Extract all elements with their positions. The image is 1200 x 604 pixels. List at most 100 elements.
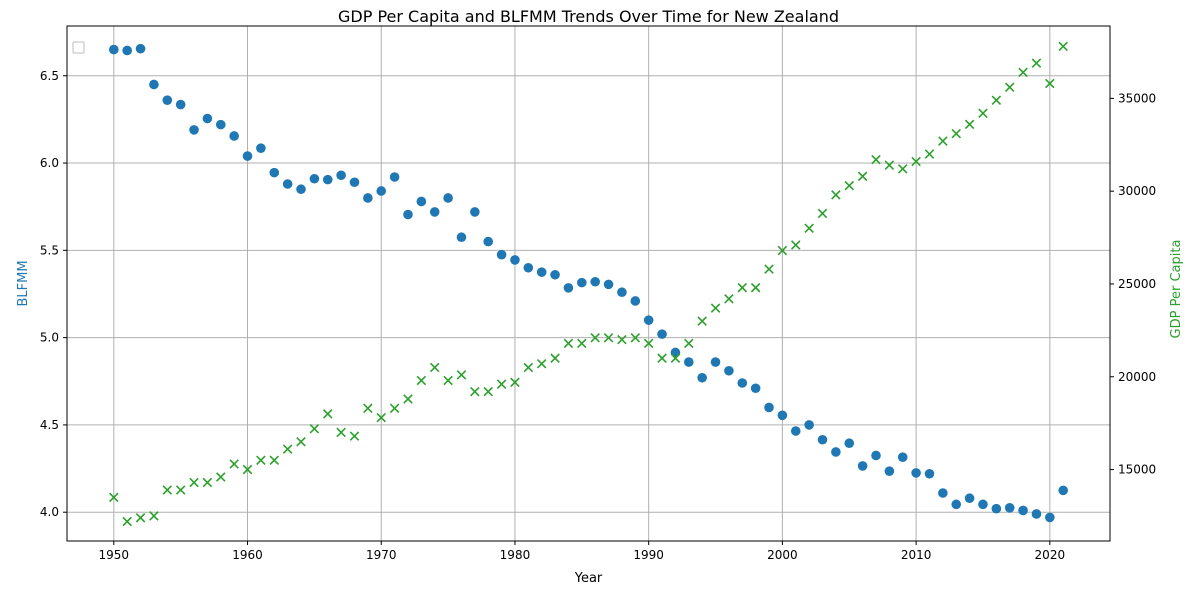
gdp-point	[296, 436, 306, 447]
blfmm-point	[577, 277, 587, 288]
gdp-point	[991, 95, 1002, 105]
gdp-point	[764, 264, 774, 274]
gdp-point-stroke	[643, 338, 654, 349]
gdp-point	[951, 128, 961, 139]
gdp-point	[871, 154, 881, 165]
x-tick-label: 1970	[366, 548, 397, 562]
x-tick-label: 1960	[232, 548, 263, 562]
blfmm-point	[429, 207, 440, 217]
gdp-point-stroke	[216, 472, 226, 482]
blfmm-point	[1045, 512, 1055, 523]
gdp-point-stroke	[389, 403, 400, 414]
chart-title: GDP Per Capita and BLFMM Trends Over Tim…	[338, 7, 839, 26]
blfmm-point	[510, 255, 520, 265]
gdp-point	[617, 334, 627, 345]
gdp-point-stroke	[322, 409, 333, 419]
gdp-point	[684, 338, 694, 349]
gdp-point	[523, 362, 534, 373]
blfmm-point	[349, 177, 360, 188]
gdp-point	[670, 353, 681, 363]
gdp-point	[162, 485, 173, 495]
blfmm-point	[496, 249, 507, 260]
blfmm-point	[483, 236, 494, 247]
y-left-tick-label: 4.0	[40, 505, 59, 519]
blfmm-point	[403, 209, 413, 220]
gdp-point	[737, 282, 748, 293]
blfmm-point	[764, 402, 774, 413]
gdp-point	[643, 338, 654, 349]
blfmm-point	[470, 207, 480, 217]
gdp-point	[175, 485, 186, 495]
blfmm-point	[603, 279, 614, 290]
gdp-point	[938, 136, 948, 146]
x-tick-label: 1990	[633, 548, 664, 562]
gdp-point	[884, 160, 895, 170]
gdp-point-stroke	[403, 394, 413, 404]
blfmm-point	[202, 113, 213, 124]
gdp-point-stroke	[697, 316, 707, 326]
y-axis-left-label: BLFMM	[16, 260, 31, 306]
x-tick-label: 1980	[500, 548, 531, 562]
gdp-point	[282, 444, 293, 454]
y-right-tick-label: 30000	[1118, 184, 1156, 198]
y-left-tick-label: 6.0	[40, 156, 59, 170]
gdp-point-stroke	[857, 171, 868, 182]
gdp-point-stroke	[483, 386, 493, 397]
gdp-point-stroke	[1045, 78, 1055, 89]
blfmm-point	[710, 357, 721, 367]
y-right-tick-label: 35000	[1118, 91, 1156, 105]
blfmm-point	[991, 503, 1002, 514]
gdp-point-stroke	[831, 190, 841, 200]
gdp-point-stroke	[470, 386, 480, 397]
gdp-point	[536, 359, 547, 369]
blfmm-point	[376, 186, 387, 196]
gdp-point	[964, 119, 975, 130]
blfmm-point	[857, 461, 868, 471]
blfmm-point	[416, 196, 427, 207]
gdp-point-stroke	[577, 338, 587, 349]
x-tick-label: 2020	[1035, 548, 1066, 562]
gdp-point	[577, 338, 587, 349]
gdp-point-stroke	[229, 459, 239, 469]
gdp-point-stroke	[135, 513, 146, 523]
blfmm-point	[683, 357, 694, 367]
gdp-point	[817, 208, 828, 219]
blfmm-point	[817, 434, 828, 445]
blfmm-point	[657, 329, 667, 339]
gdp-point-stroke	[550, 353, 560, 363]
gdp-point	[897, 164, 908, 174]
x-tick-label: 2010	[901, 548, 932, 562]
gdp-point-stroke	[724, 294, 734, 304]
gdp-point-stroke	[978, 108, 988, 118]
blfmm-point	[363, 193, 373, 203]
gdp-point	[309, 423, 320, 434]
gdp-point-stroke	[1058, 41, 1068, 52]
gdp-point-stroke	[737, 282, 748, 293]
blfmm-point	[109, 44, 119, 55]
blfmm-point	[911, 468, 921, 478]
gdp-point-stroke	[496, 379, 507, 389]
gdp-point	[256, 455, 266, 466]
gdp-point	[911, 156, 921, 167]
gdp-point-stroke	[1004, 82, 1015, 93]
blfmm-point	[831, 447, 841, 457]
blfmm-point	[389, 172, 400, 182]
gdp-point	[389, 403, 400, 414]
blfmm-point	[938, 488, 948, 498]
blfmm-point	[724, 365, 734, 376]
blfmm-point	[563, 283, 574, 293]
y-right-tick-label: 20000	[1118, 370, 1156, 384]
blfmm-point	[135, 43, 146, 54]
gdp-point-stroke	[911, 156, 921, 167]
y-axis-right-label: GDP Per Capita	[1169, 240, 1184, 339]
blfmm-point	[269, 167, 280, 178]
gdp-point-stroke	[684, 338, 694, 349]
gdp-point-stroke	[376, 412, 387, 423]
gdp-point-stroke	[296, 436, 306, 447]
gdp-point-stroke	[777, 245, 788, 256]
gdp-point	[657, 353, 667, 363]
blfmm-point	[1018, 505, 1028, 516]
x-tick-label: 1950	[99, 548, 130, 562]
blfmm-point	[456, 232, 467, 243]
